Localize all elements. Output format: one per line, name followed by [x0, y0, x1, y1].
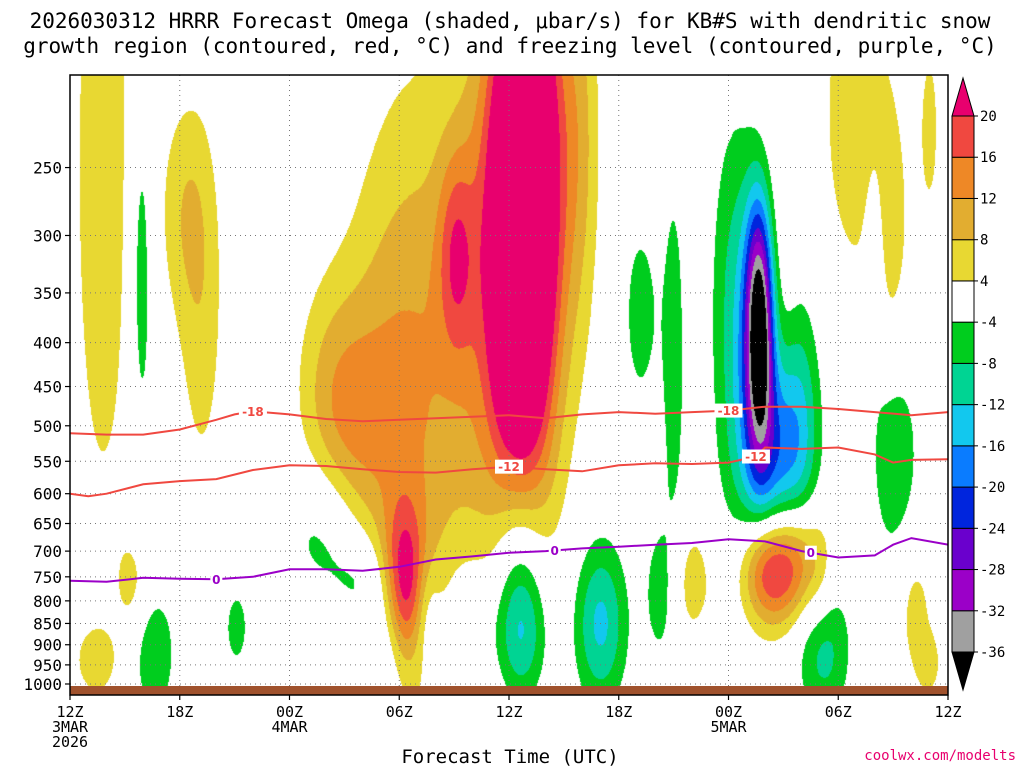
colorbar-bin	[951, 115, 975, 158]
colorbar-label: 12	[980, 191, 997, 207]
x-tick-label: 18Z	[166, 703, 193, 721]
y-axis: 250 300 350 400 450 500 550 600 650 700 750 800 850 9…	[23, 159, 70, 694]
y-tick-label: 500	[33, 417, 62, 436]
contour-label: 0	[212, 573, 220, 587]
y-tick-label: 850	[33, 614, 62, 633]
colorbar-bin	[951, 76, 975, 117]
colorbar-label: -12	[980, 398, 1005, 414]
y-tick-label: 750	[33, 568, 62, 587]
colorbar-label: -4	[980, 315, 997, 331]
contour-label-bg	[804, 545, 817, 560]
colorbar-label: -20	[980, 480, 1005, 496]
y-tick-label: 600	[33, 485, 62, 504]
y-tick-label: 400	[33, 334, 62, 353]
x-tick-label: 00Z	[276, 703, 303, 721]
contour-label: -12	[745, 450, 767, 464]
colorbar-bin	[951, 610, 975, 653]
y-tick-label: 1000	[23, 675, 62, 694]
contour-label-bg	[548, 543, 561, 558]
x-tick-label: 12Z	[495, 703, 522, 721]
grid-lines	[70, 75, 948, 695]
contour-label-bg	[741, 449, 770, 464]
colorbar-bin	[951, 486, 975, 529]
y-tick-label: 250	[33, 159, 62, 178]
contour-label: -12	[498, 460, 520, 474]
x-tick-label: 12Z	[934, 703, 961, 721]
colorbar-bin	[951, 239, 975, 282]
contour-line	[70, 446, 948, 498]
colorbar-label: -28	[980, 563, 1005, 579]
contour-label-bg	[495, 459, 523, 474]
x-tick-label: 3MAR	[52, 718, 89, 736]
colorbar-bin	[951, 527, 975, 571]
x-axis-label: Forecast Time (UTC)	[401, 746, 618, 768]
contour-label: 0	[807, 546, 815, 560]
contour-label: 0	[551, 544, 559, 558]
x-tick-label: 18Z	[605, 703, 632, 721]
y-tick-label: 950	[33, 656, 62, 675]
surface-terrain-bar	[70, 686, 948, 695]
contour-label-bg	[210, 572, 223, 587]
colorbar-bin	[951, 569, 975, 612]
colorbar-bin	[951, 362, 975, 406]
chart-title-line-1: 2026030312 HRRR Forecast Omega (shaded, …	[30, 9, 991, 33]
y-tick-label: 550	[33, 452, 62, 471]
x-tick-label: 2026	[52, 733, 88, 751]
y-tick-label: 800	[33, 592, 62, 611]
contour-label: -18	[718, 404, 740, 418]
x-tick-label: 12Z	[56, 703, 83, 721]
contour-line	[70, 405, 948, 436]
y-tick-label: 650	[33, 515, 62, 534]
contour-line	[70, 537, 948, 583]
colorbar-bin	[951, 404, 975, 447]
colorbar-label: 20	[980, 109, 997, 125]
y-tick-label: 700	[33, 542, 62, 561]
colorbar-label: -24	[980, 521, 1005, 537]
colorbar-label: 4	[980, 274, 988, 290]
colorbar-label: -16	[980, 439, 1005, 455]
colorbar-bin	[951, 197, 975, 241]
y-tick-label: 300	[33, 226, 62, 245]
colorbar-label: 8	[980, 233, 988, 249]
contour-label-bg	[714, 403, 743, 418]
x-tick-label: 5MAR	[710, 718, 747, 736]
x-tick-label: 4MAR	[271, 718, 308, 736]
contour-label: -18	[242, 405, 264, 419]
contour-label-bg	[238, 404, 267, 419]
colorbar-label: -32	[980, 604, 1005, 620]
colorbar-bin	[951, 321, 975, 364]
colorbar-label: -8	[980, 356, 997, 372]
y-tick-label: 900	[33, 636, 62, 655]
y-tick-label: 350	[33, 284, 62, 303]
colorbar-label: -36	[980, 645, 1005, 661]
x-tick-label: 00Z	[715, 703, 742, 721]
colorbar-label: 16	[980, 150, 997, 166]
colorbar-bin	[951, 445, 975, 488]
chart-title-line-2: growth region (contoured, red, °C) and f…	[23, 34, 997, 58]
colorbar-bin	[951, 156, 975, 199]
colorbar-bin	[951, 280, 975, 323]
colorbar-bin	[951, 651, 975, 692]
temperature-contours: -18 -18 -12 -12 0 0 0	[70, 403, 948, 587]
y-tick-label: 450	[33, 378, 62, 397]
x-tick-label: 06Z	[825, 703, 852, 721]
x-tick-label: 06Z	[386, 703, 413, 721]
credit-text: coolwx.com/modelts	[864, 748, 1016, 764]
colorbar: -36 -32 -28 -24 -20 -16 -12 -8 -4 4 8 12 16 20	[951, 76, 1005, 692]
